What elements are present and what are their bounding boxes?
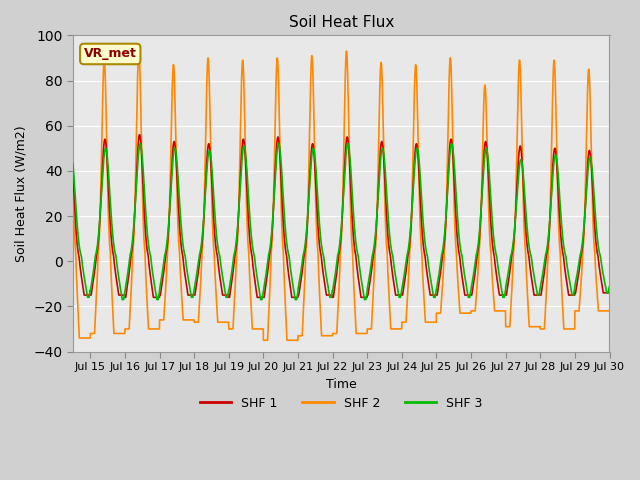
Title: Soil Heat Flux: Soil Heat Flux: [289, 15, 394, 30]
SHF 2: [452, 254, 460, 260]
SHF 1: [52, 292, 60, 298]
SHF 2: [135, 48, 143, 54]
SHF 3: [166, 209, 173, 215]
SHF 2: [52, 335, 60, 341]
SHF 1: [600, 290, 607, 296]
SHF 1: [136, 132, 143, 138]
Line: SHF 1: SHF 1: [56, 135, 609, 297]
Y-axis label: Soil Heat Flux (W/m2): Soil Heat Flux (W/m2): [15, 125, 28, 262]
SHF 1: [404, 253, 412, 259]
Text: VR_met: VR_met: [84, 48, 137, 60]
SHF 3: [521, 197, 529, 203]
SHF 1: [452, 225, 460, 230]
SHF 1: [488, 235, 495, 240]
Line: SHF 2: SHF 2: [56, 51, 609, 340]
SHF 2: [605, 308, 613, 314]
SHF 3: [600, 273, 607, 279]
SHF 1: [521, 215, 529, 221]
SHF 3: [118, 297, 126, 302]
SHF 3: [52, 287, 60, 292]
SHF 1: [121, 294, 129, 300]
SHF 3: [404, 249, 412, 255]
SHF 1: [605, 290, 613, 296]
SHF 2: [600, 308, 607, 314]
Legend: SHF 1, SHF 2, SHF 3: SHF 1, SHF 2, SHF 3: [195, 392, 488, 415]
SHF 3: [488, 212, 495, 217]
SHF 2: [488, 268, 495, 274]
SHF 2: [166, 213, 173, 219]
Line: SHF 3: SHF 3: [56, 144, 609, 300]
SHF 2: [521, 243, 529, 249]
SHF 3: [605, 284, 613, 289]
SHF 3: [452, 199, 460, 204]
SHF 2: [404, 290, 412, 296]
SHF 3: [136, 141, 144, 146]
X-axis label: Time: Time: [326, 377, 356, 391]
SHF 2: [260, 337, 268, 343]
SHF 1: [166, 210, 173, 216]
